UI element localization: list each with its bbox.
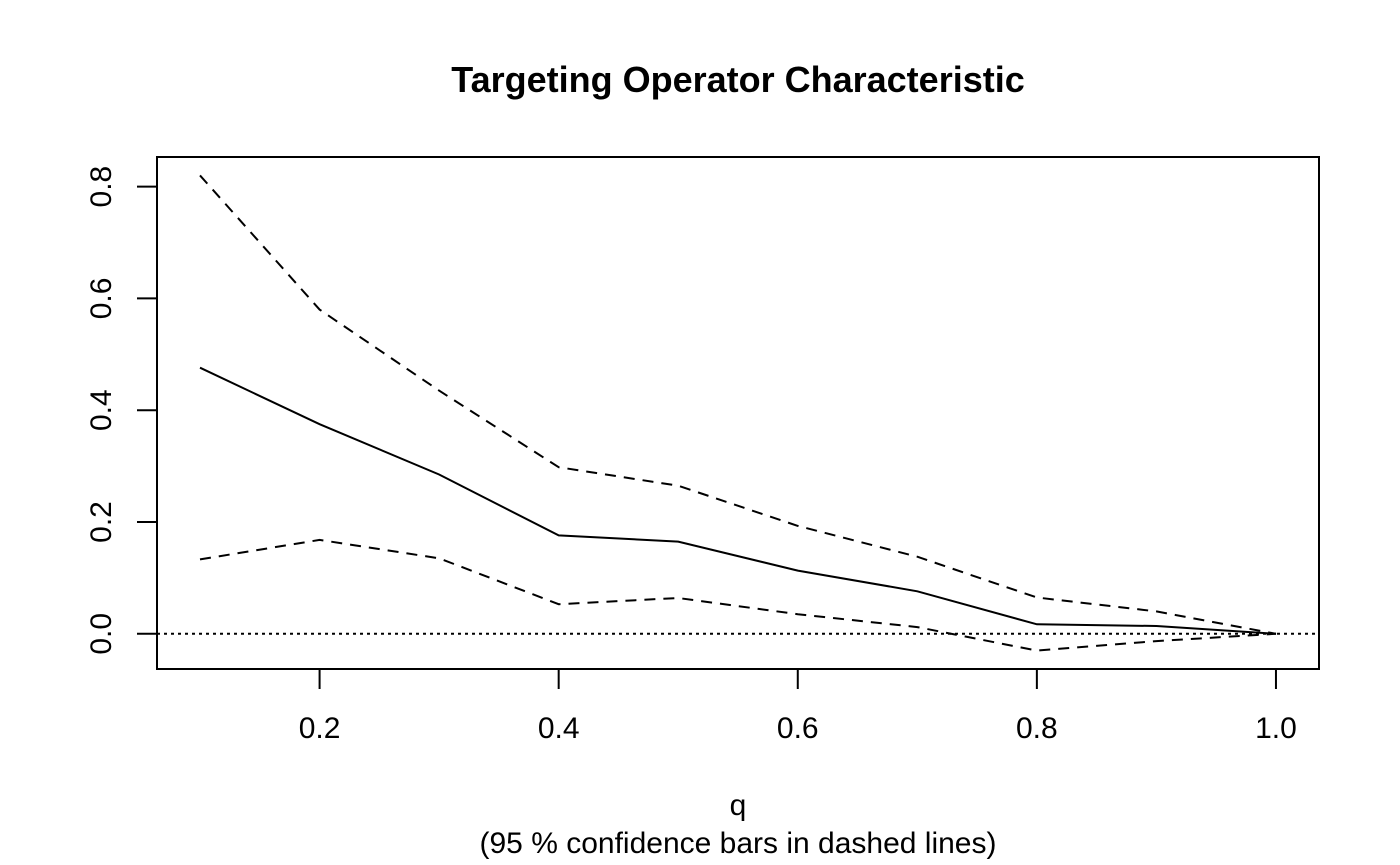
y-tick-label: 0.8 xyxy=(85,166,118,208)
y-tick-label: 0.0 xyxy=(85,613,118,655)
chart-title: Targeting Operator Characteristic xyxy=(451,59,1025,100)
y-axis: 0.0 0.2 0.4 0.6 0.8 xyxy=(85,166,157,655)
plot-frame xyxy=(156,156,1320,670)
x-axis: 0.2 0.4 0.6 0.8 1.0 xyxy=(299,669,1297,745)
x-tick-label: 0.4 xyxy=(538,712,580,745)
x-tick-label: 0.6 xyxy=(777,712,819,745)
series-line-estimate xyxy=(199,366,1277,635)
series-line-upper xyxy=(199,174,1277,635)
series-line-lower xyxy=(199,538,1277,652)
x-tick-label: 0.2 xyxy=(299,712,341,745)
x-axis-label: q xyxy=(730,789,747,822)
y-tick-label: 0.6 xyxy=(85,278,118,320)
x-tick-label: 1.0 xyxy=(1255,712,1297,745)
plot-lines xyxy=(157,174,1319,652)
x-tick-label: 0.8 xyxy=(1016,712,1058,745)
y-tick-label: 0.2 xyxy=(85,501,118,543)
y-tick-label: 0.4 xyxy=(85,389,118,431)
x-axis-sublabel: (95 % confidence bars in dashed lines) xyxy=(480,827,997,860)
